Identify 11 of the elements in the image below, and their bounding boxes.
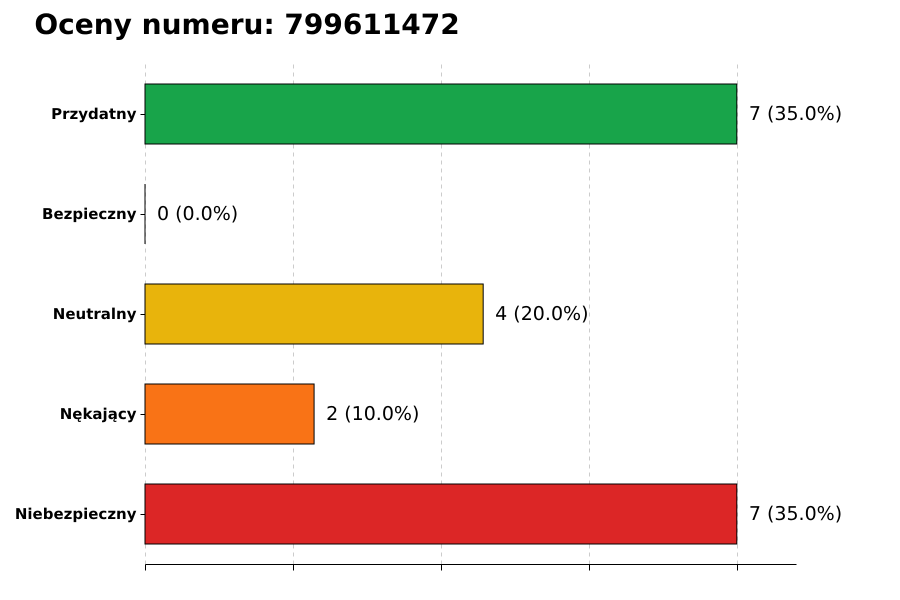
y-tick-label: Neutralny (52, 305, 137, 323)
chart-title: Oceny numeru: 799611472 (34, 8, 460, 41)
data-label: 4 (20.0%) (495, 303, 588, 325)
data-label: 7 (35.0%) (748, 103, 842, 125)
y-tick-label: Nękający (60, 405, 137, 423)
data-label: 2 (10.0%) (326, 403, 420, 425)
y-tick-label: Niebezpieczny (14, 505, 137, 523)
y-tick-label: Bezpieczny (42, 205, 137, 223)
y-tick-label: Przydatny (51, 105, 137, 123)
data-label: 7 (35.0%) (748, 503, 842, 525)
data-label: 0 (0.0%) (157, 203, 238, 225)
